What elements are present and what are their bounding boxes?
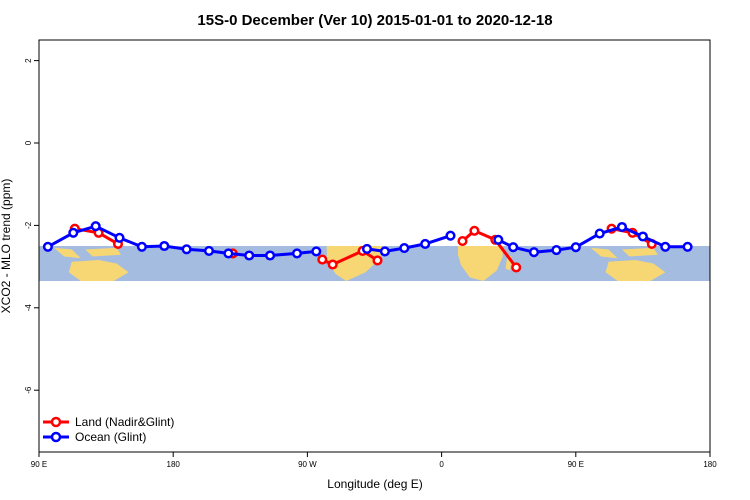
chart-title: 15S-0 December (Ver 10) 2015-01-01 to 20… [197,12,552,29]
data-point-ocean [311,246,322,257]
data-point-ocean [493,234,504,245]
data-point-ocean [90,221,101,232]
data-point-ocean [291,248,303,259]
y-tick-label: 0 [24,140,33,145]
data-point-ocean [445,230,456,241]
x-tick-label: 0 [439,460,444,469]
x-axis: 90 E 180 90 W 0 90 E 180 [31,452,717,469]
x-axis-label: Longitude (deg E) [327,477,422,491]
y-axis-label: XCO2 - MLO trend (ppm) [0,179,13,314]
land-shape [53,247,81,259]
data-point-ocean [616,221,628,233]
series-line-ocean [497,225,688,254]
legend-item-land: Land (Nadir&Glint) [43,415,174,429]
y-tick-label: 2 [24,58,33,63]
data-point-ocean [136,241,147,252]
data-point-ocean [637,231,648,242]
series-layer [42,221,693,273]
x-tick-label: 180 [703,460,717,469]
data-point-land [327,259,338,270]
x-tick-label: 90 W [298,460,317,469]
legend: Land (Nadir&Glint) Ocean (Glint) [43,415,174,444]
data-point-ocean [159,240,170,252]
y-tick-label: -4 [24,304,33,312]
data-point-ocean [570,242,581,253]
series-line-land [461,229,518,269]
legend-marker-land [50,416,62,428]
data-point-ocean [420,238,431,249]
data-point-ocean [508,242,519,253]
data-point-land [511,262,522,273]
data-point-ocean [660,241,671,252]
x-tick-label: 90 E [568,460,584,469]
series-line-land [321,249,379,266]
data-point-ocean [399,243,410,254]
data-point-ocean [181,244,192,255]
data-point-land [457,236,468,247]
plot-frame [38,39,711,453]
data-point-ocean [551,245,562,256]
data-point-ocean [203,245,215,256]
x-tick-label: 180 [167,460,181,469]
land-shape [622,247,658,257]
map-band [39,246,710,282]
data-point-ocean [42,241,53,252]
land-shape [458,246,503,281]
legend-item-ocean: Ocean (Glint) [43,430,146,444]
y-tick-label: -2 [24,221,33,229]
x-tick-label: 90 E [31,460,47,469]
series-ocean [42,221,693,261]
y-axis: 2 0 -2 -4 -6 [24,58,39,394]
data-point-ocean [379,246,390,257]
legend-label-ocean: Ocean (Glint) [75,430,146,444]
data-point-ocean [361,243,373,254]
data-point-ocean [223,248,234,259]
legend-label-land: Land (Nadir&Glint) [75,415,174,429]
data-point-ocean [682,241,693,252]
data-point-ocean [114,232,125,243]
data-point-ocean [244,250,255,261]
land-shapes [53,246,666,281]
data-point-land [469,225,480,236]
data-point-land [317,254,328,265]
land-shape [605,260,666,281]
y-tick-label: -6 [24,386,33,394]
data-point-ocean [594,228,605,239]
data-point-ocean [528,247,540,258]
land-shape [85,247,121,257]
legend-marker-ocean [50,431,62,443]
data-point-ocean [265,250,276,261]
land-shape [590,247,618,259]
land-shape [68,260,129,281]
data-point-land [372,255,383,266]
data-point-ocean [68,227,79,238]
